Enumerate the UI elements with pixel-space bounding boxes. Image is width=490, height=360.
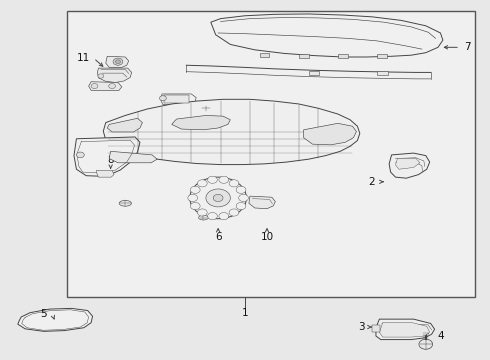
Text: 5: 5 — [40, 309, 47, 319]
Polygon shape — [376, 319, 435, 339]
Circle shape — [229, 180, 239, 187]
Bar — [299, 54, 309, 58]
Polygon shape — [161, 94, 196, 105]
Text: 2: 2 — [369, 177, 375, 187]
Bar — [377, 71, 388, 75]
Circle shape — [109, 84, 116, 89]
Circle shape — [419, 339, 433, 349]
Circle shape — [159, 96, 166, 101]
Ellipse shape — [201, 106, 211, 111]
Polygon shape — [211, 14, 443, 57]
Text: 4: 4 — [437, 331, 444, 341]
Polygon shape — [103, 99, 360, 165]
Circle shape — [197, 209, 207, 216]
Polygon shape — [172, 116, 230, 130]
Circle shape — [98, 74, 104, 78]
Polygon shape — [395, 158, 420, 169]
Circle shape — [239, 194, 248, 202]
Circle shape — [219, 176, 229, 183]
Polygon shape — [98, 68, 132, 82]
Text: 8: 8 — [107, 155, 114, 165]
Circle shape — [229, 209, 239, 216]
Circle shape — [190, 202, 200, 210]
Circle shape — [91, 84, 98, 89]
Text: 11: 11 — [77, 53, 90, 63]
Circle shape — [236, 202, 246, 210]
Circle shape — [190, 177, 246, 219]
Ellipse shape — [198, 215, 208, 220]
Polygon shape — [389, 153, 430, 178]
Polygon shape — [304, 123, 356, 145]
Ellipse shape — [119, 201, 131, 206]
Circle shape — [113, 58, 123, 65]
Circle shape — [188, 194, 197, 202]
Bar — [309, 71, 319, 75]
Bar — [372, 325, 380, 332]
Polygon shape — [379, 322, 430, 337]
Polygon shape — [109, 151, 157, 163]
Text: 10: 10 — [260, 232, 273, 242]
Circle shape — [213, 194, 223, 202]
Circle shape — [208, 212, 218, 220]
Polygon shape — [89, 82, 122, 90]
Circle shape — [208, 176, 218, 183]
Bar — [164, 95, 189, 103]
Circle shape — [190, 186, 200, 193]
Text: 1: 1 — [242, 308, 248, 318]
Bar — [260, 53, 270, 57]
Polygon shape — [106, 56, 129, 67]
Polygon shape — [18, 309, 93, 331]
Circle shape — [76, 152, 84, 158]
Text: 3: 3 — [358, 322, 365, 332]
Circle shape — [236, 186, 246, 193]
Circle shape — [116, 60, 121, 63]
Polygon shape — [249, 196, 275, 209]
Circle shape — [197, 180, 207, 187]
Circle shape — [219, 212, 229, 220]
Bar — [67, 12, 475, 297]
Text: 6: 6 — [215, 232, 221, 242]
Bar — [338, 54, 347, 58]
Polygon shape — [107, 118, 143, 132]
Circle shape — [206, 189, 230, 207]
Polygon shape — [97, 170, 114, 177]
Text: 7: 7 — [464, 42, 470, 52]
Polygon shape — [74, 137, 140, 176]
Text: 9: 9 — [286, 105, 293, 115]
Bar — [377, 54, 387, 58]
